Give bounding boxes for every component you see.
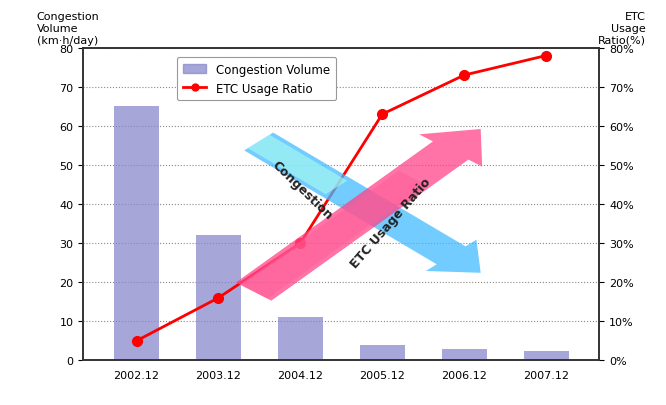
- Text: Congestion
Volume
(km·h/day): Congestion Volume (km·h/day): [37, 13, 99, 45]
- Text: Congestion: Congestion: [270, 159, 336, 222]
- Legend: Congestion Volume, ETC Usage Ratio: Congestion Volume, ETC Usage Ratio: [177, 58, 336, 101]
- FancyArrow shape: [244, 133, 481, 273]
- Bar: [278, 318, 323, 360]
- Text: ETC Usage Ratio: ETC Usage Ratio: [348, 176, 433, 271]
- FancyArrow shape: [248, 135, 347, 195]
- FancyArrow shape: [236, 130, 482, 301]
- Bar: [196, 236, 241, 360]
- Bar: [442, 349, 487, 360]
- FancyArrow shape: [240, 171, 426, 299]
- Bar: [114, 107, 159, 360]
- Bar: [523, 351, 569, 360]
- Text: ETC
Usage
Ratio(%): ETC Usage Ratio(%): [598, 13, 646, 45]
- Bar: [360, 345, 405, 360]
